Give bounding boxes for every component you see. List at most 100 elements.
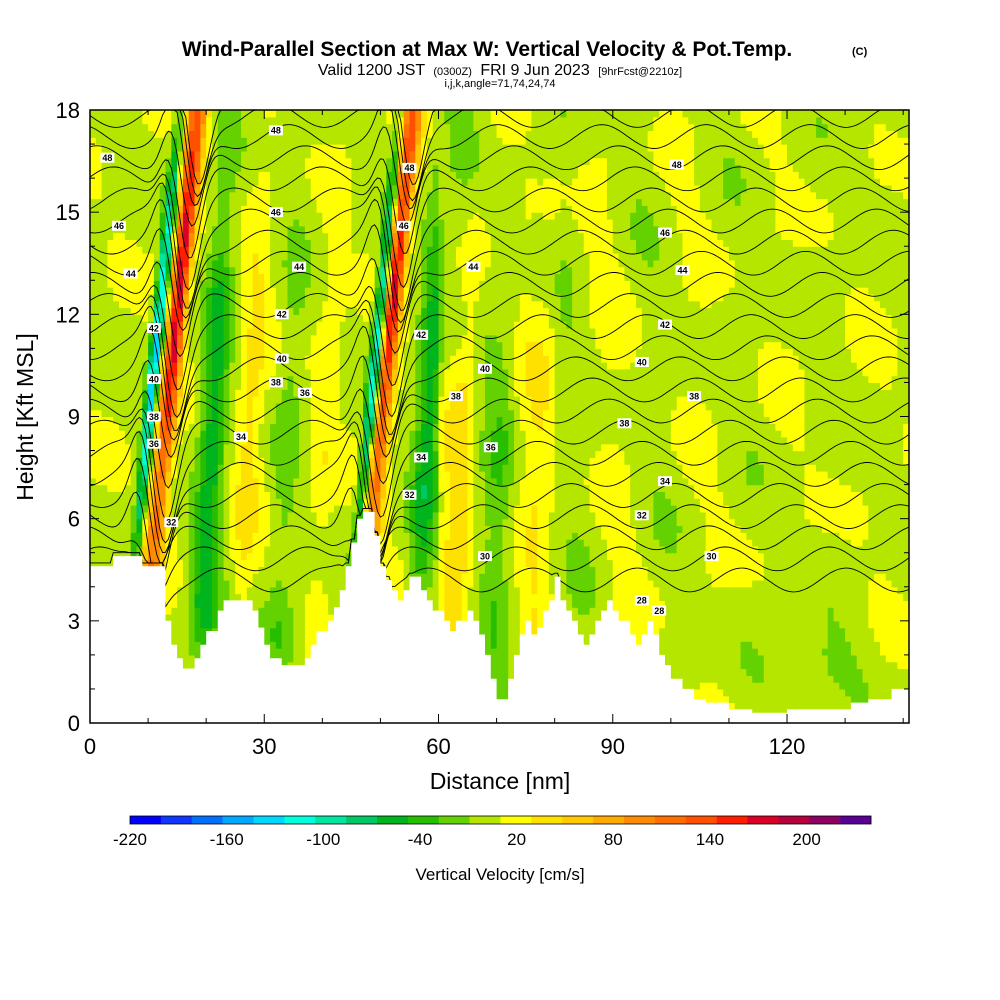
velocity-cell bbox=[275, 362, 306, 370]
velocity-cell bbox=[757, 368, 806, 377]
velocity-cell bbox=[90, 198, 161, 206]
theta-contour-line bbox=[90, 388, 909, 489]
velocity-cell bbox=[717, 443, 794, 452]
velocity-cell bbox=[258, 253, 271, 261]
velocity-cell bbox=[554, 409, 672, 418]
velocity-cell bbox=[508, 600, 521, 608]
velocity-cell bbox=[421, 123, 428, 132]
velocity-cell bbox=[455, 382, 469, 390]
velocity-cell bbox=[595, 341, 643, 349]
velocity-cell bbox=[688, 477, 718, 486]
velocity-cell bbox=[450, 130, 480, 138]
velocity-cell bbox=[200, 300, 207, 309]
velocity-cell bbox=[432, 416, 440, 424]
colorbar-tick-label: -160 bbox=[210, 830, 244, 849]
velocity-cell bbox=[211, 409, 219, 418]
velocity-cell bbox=[728, 253, 909, 261]
velocity-cell bbox=[595, 334, 643, 343]
velocity-cell bbox=[165, 205, 172, 213]
velocity-cell bbox=[397, 307, 405, 315]
velocity-cell bbox=[357, 498, 364, 506]
velocity-cell bbox=[177, 539, 190, 547]
velocity-cell bbox=[374, 389, 382, 397]
velocity-cell bbox=[200, 579, 213, 588]
velocity-cell bbox=[473, 464, 480, 472]
velocity-cell bbox=[182, 402, 196, 411]
velocity-cell bbox=[566, 559, 591, 567]
velocity-cell bbox=[177, 341, 184, 349]
velocity-cell bbox=[339, 402, 364, 411]
velocity-cell bbox=[508, 443, 515, 452]
velocity-cell bbox=[165, 246, 172, 254]
velocity-cell bbox=[90, 327, 149, 336]
velocity-cell bbox=[397, 314, 405, 322]
velocity-cell bbox=[293, 627, 306, 636]
velocity-cell bbox=[374, 355, 382, 363]
velocity-cell bbox=[897, 348, 909, 356]
velocity-cell bbox=[554, 382, 759, 390]
velocity-cell bbox=[444, 348, 457, 356]
velocity-cell bbox=[670, 436, 718, 445]
velocity-cell bbox=[177, 600, 190, 608]
velocity-cell bbox=[804, 389, 909, 397]
velocity-cell bbox=[386, 212, 393, 220]
velocity-cell bbox=[363, 443, 370, 452]
velocity-cell bbox=[531, 566, 538, 574]
velocity-cell bbox=[548, 552, 567, 561]
velocity-cell bbox=[415, 559, 428, 567]
velocity-cell bbox=[426, 334, 440, 343]
velocity-cell bbox=[490, 641, 498, 649]
velocity-cell bbox=[438, 232, 445, 241]
velocity-cell bbox=[171, 307, 184, 315]
velocity-cell bbox=[572, 314, 591, 322]
velocity-cell bbox=[421, 341, 428, 349]
velocity-cell bbox=[490, 607, 498, 615]
velocity-cell bbox=[380, 307, 387, 315]
velocity-cell bbox=[264, 300, 277, 309]
velocity-cell bbox=[235, 287, 242, 295]
velocity-cell bbox=[723, 157, 736, 166]
velocity-cell bbox=[223, 498, 231, 506]
velocity-cell bbox=[560, 314, 573, 322]
velocity-cell bbox=[206, 144, 213, 152]
velocity-cell bbox=[153, 491, 167, 499]
velocity-cell bbox=[415, 144, 422, 152]
velocity-cell bbox=[397, 232, 405, 241]
velocity-cell bbox=[618, 443, 672, 452]
velocity-cell bbox=[734, 518, 811, 527]
velocity-cell bbox=[403, 239, 411, 247]
velocity-cell bbox=[310, 341, 341, 349]
velocity-cell bbox=[177, 375, 184, 384]
velocity-cell bbox=[763, 470, 806, 479]
velocity-cell bbox=[438, 409, 445, 418]
velocity-cell bbox=[595, 600, 614, 608]
velocity-cell bbox=[630, 225, 660, 234]
velocity-cell bbox=[194, 436, 201, 445]
contour-label-text: 46 bbox=[271, 208, 281, 218]
colorbar-swatch bbox=[191, 816, 223, 824]
velocity-cell bbox=[217, 525, 225, 533]
velocity-cell bbox=[426, 266, 440, 275]
velocity-cell bbox=[514, 327, 556, 336]
velocity-cell bbox=[804, 402, 909, 411]
velocity-cell bbox=[392, 137, 399, 145]
velocity-cell bbox=[560, 614, 614, 622]
velocity-cell bbox=[177, 293, 184, 302]
velocity-cell bbox=[211, 137, 219, 145]
velocity-cell bbox=[217, 144, 248, 152]
velocity-cell bbox=[438, 375, 445, 384]
velocity-cell bbox=[734, 266, 909, 275]
velocity-cell bbox=[258, 382, 271, 390]
velocity-cell bbox=[153, 457, 161, 465]
velocity-cell bbox=[101, 178, 167, 186]
velocity-cell bbox=[206, 123, 213, 132]
velocity-cell bbox=[188, 348, 201, 356]
velocity-cell bbox=[403, 287, 411, 295]
velocity-cell bbox=[380, 287, 387, 295]
velocity-cell bbox=[670, 443, 718, 452]
velocity-cell bbox=[548, 396, 556, 404]
velocity-cell bbox=[200, 443, 207, 452]
contour-label-text: 28 bbox=[654, 606, 664, 616]
velocity-cell bbox=[572, 532, 579, 540]
velocity-cell bbox=[554, 430, 672, 438]
